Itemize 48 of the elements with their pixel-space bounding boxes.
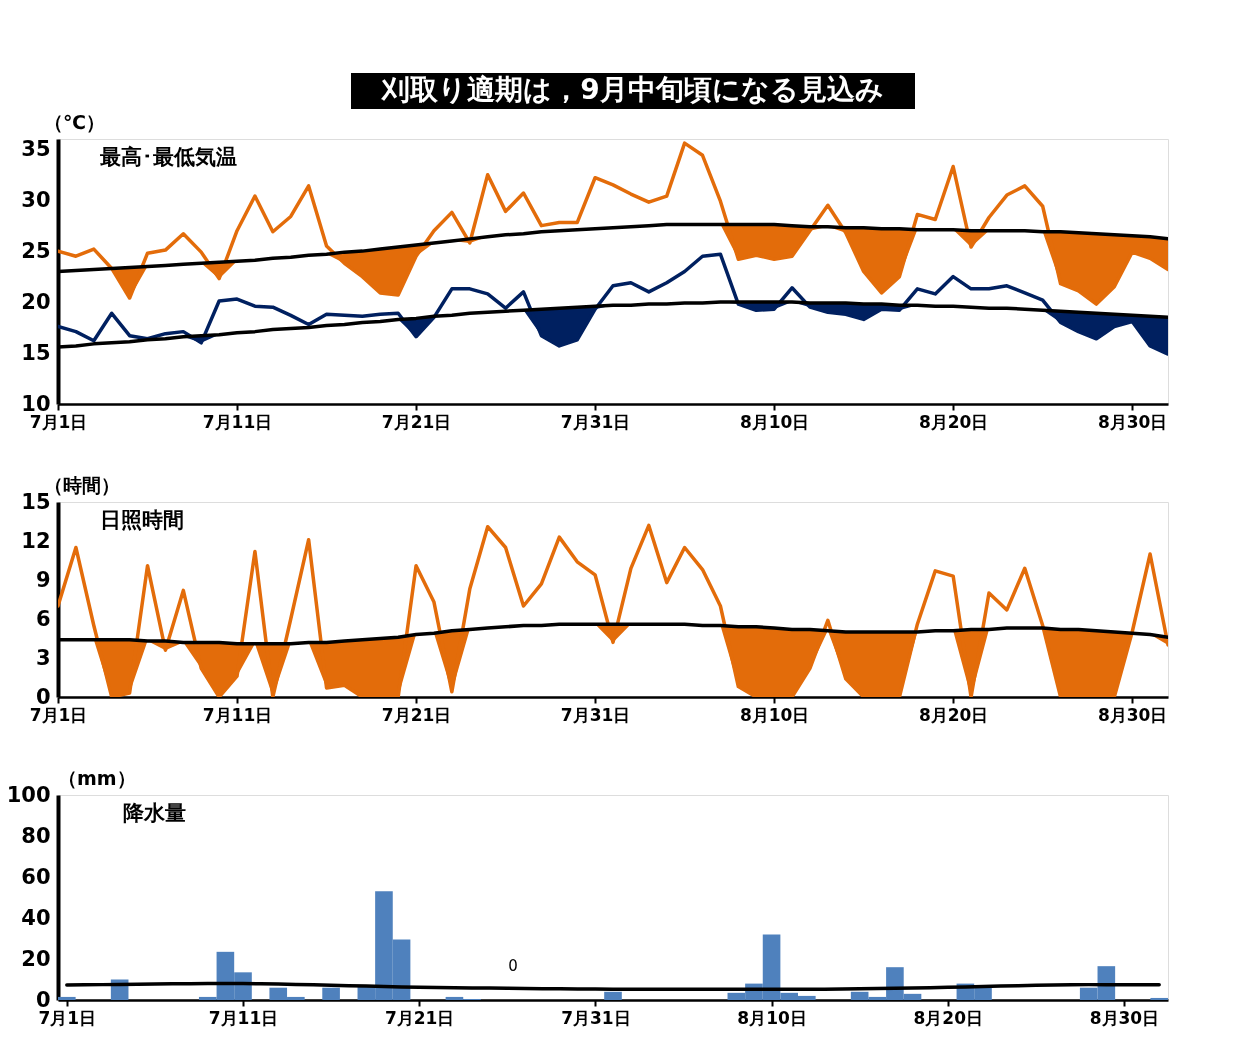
line-series [58,252,1168,356]
x-tick-label: 8月30日 [1097,704,1168,725]
y-tick-label: 20 [21,946,51,971]
y-tick-label: 15 [21,340,51,365]
x-tick-label: 8月20日 [918,704,989,725]
y-tick-label: 25 [21,238,51,263]
x-tick-label: 8月20日 [913,1007,984,1028]
y-tick-label: 40 [21,905,51,930]
bar [58,996,76,1000]
x-tick-label: 7月1日 [29,411,88,432]
y-tick-label: 20 [21,289,51,314]
x-tick-label: 7月21日 [381,704,452,725]
x-tick-label: 8月10日 [739,704,810,725]
y-tick-label: 9 [35,567,51,592]
chart-title: 降水量 [123,801,186,825]
bar [1150,997,1168,1000]
y-tick-label: 3 [35,645,51,670]
x-tick-label: 7月31日 [560,411,631,432]
y-tick-label: 6 [35,606,51,631]
annotation: 0 [508,957,518,975]
x-tick-label: 7月1日 [29,704,88,725]
y-axis-title: （mm） [58,767,136,789]
y-tick-label: 100 [6,782,51,807]
x-tick-label: 8月30日 [1097,411,1168,432]
x-tick-label: 7月31日 [561,1007,631,1028]
x-tick-label: 7月11日 [202,411,273,432]
y-tick-label: 80 [21,823,51,848]
bar [604,991,622,1000]
x-tick-label: 7月11日 [208,1007,279,1028]
y-tick-label: 12 [21,528,51,553]
x-tick-label: 8月10日 [737,1007,807,1028]
x-tick-label: 8月30日 [1089,1007,1160,1028]
x-tick-label: 7月31日 [560,704,631,725]
chart-title: 日照時間 [100,508,184,532]
y-tick-label: 35 [21,136,51,161]
chart-title: 刈取り適期は，9月中旬頃になる見込み [381,73,884,106]
y-tick-label: 60 [21,864,51,889]
line-series [58,141,1168,306]
x-tick-label: 8月10日 [739,411,810,432]
x-tick-label: 7月21日 [381,411,452,432]
y-axis-title: （℃） [44,111,106,133]
y-tick-label: 30 [21,187,51,212]
x-tick-label: 7月11日 [202,704,273,725]
x-tick-label: 8月20日 [918,411,989,432]
bar [322,987,340,1000]
chart-subtitle: 最高･最低気温 [99,145,237,169]
x-tick-label: 7月21日 [384,1007,455,1028]
y-tick-label: 15 [21,489,51,514]
